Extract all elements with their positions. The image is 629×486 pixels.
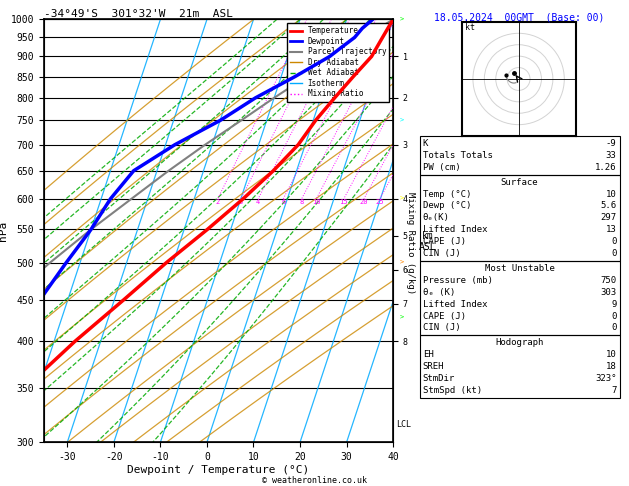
- Text: >: >: [399, 118, 404, 123]
- Text: -9: -9: [606, 139, 616, 148]
- Text: 10: 10: [312, 199, 321, 205]
- Text: >: >: [399, 314, 404, 320]
- Text: 33: 33: [606, 151, 616, 160]
- Text: Pressure (mb): Pressure (mb): [423, 276, 493, 285]
- Text: PW (cm): PW (cm): [423, 163, 460, 172]
- Text: Hodograph: Hodograph: [496, 338, 543, 347]
- Text: 297: 297: [600, 213, 616, 223]
- Text: 10: 10: [606, 190, 616, 199]
- Text: θₑ (K): θₑ (K): [423, 288, 455, 297]
- Text: >: >: [399, 260, 404, 266]
- Text: 15: 15: [340, 199, 348, 205]
- Text: 13: 13: [606, 225, 616, 234]
- Text: 6: 6: [281, 199, 286, 205]
- Text: Dewp (°C): Dewp (°C): [423, 201, 471, 210]
- Text: 18: 18: [606, 362, 616, 371]
- Y-axis label: km
ASL: km ASL: [418, 231, 436, 252]
- Text: 303: 303: [600, 288, 616, 297]
- Text: -34°49'S  301°32'W  21m  ASL: -34°49'S 301°32'W 21m ASL: [44, 9, 233, 18]
- Text: 10: 10: [606, 350, 616, 359]
- Text: 3: 3: [239, 199, 243, 205]
- Text: 4: 4: [256, 199, 260, 205]
- Text: 2: 2: [216, 199, 220, 205]
- Text: StmDir: StmDir: [423, 374, 455, 383]
- Text: kt: kt: [465, 23, 475, 32]
- Text: 18.05.2024  00GMT  (Base: 00): 18.05.2024 00GMT (Base: 00): [434, 12, 604, 22]
- Text: EH: EH: [423, 350, 433, 359]
- Text: θₑ(K): θₑ(K): [423, 213, 450, 223]
- Text: K: K: [423, 139, 428, 148]
- Text: 0: 0: [611, 249, 616, 258]
- Text: CAPE (J): CAPE (J): [423, 237, 465, 246]
- Text: 323°: 323°: [595, 374, 616, 383]
- X-axis label: Dewpoint / Temperature (°C): Dewpoint / Temperature (°C): [128, 465, 309, 475]
- Text: Mixing Ratio (g/kg): Mixing Ratio (g/kg): [406, 192, 415, 294]
- Text: 1.26: 1.26: [595, 163, 616, 172]
- Text: CAPE (J): CAPE (J): [423, 312, 465, 321]
- Text: 9: 9: [611, 299, 616, 309]
- Text: LCL: LCL: [397, 420, 411, 429]
- Text: CIN (J): CIN (J): [423, 323, 460, 332]
- Text: Most Unstable: Most Unstable: [484, 264, 555, 273]
- Text: 0: 0: [611, 323, 616, 332]
- Text: 750: 750: [600, 276, 616, 285]
- Legend: Temperature, Dewpoint, Parcel Trajectory, Dry Adiabat, Wet Adiabat, Isotherm, Mi: Temperature, Dewpoint, Parcel Trajectory…: [287, 23, 389, 102]
- Text: 0: 0: [611, 237, 616, 246]
- Text: >: >: [399, 17, 404, 22]
- Text: 5.6: 5.6: [600, 201, 616, 210]
- Text: Temp (°C): Temp (°C): [423, 190, 471, 199]
- Text: StmSpd (kt): StmSpd (kt): [423, 386, 482, 395]
- Text: Surface: Surface: [501, 177, 538, 187]
- Text: 7: 7: [611, 386, 616, 395]
- Text: 25: 25: [376, 199, 384, 205]
- Text: 20: 20: [360, 199, 368, 205]
- Text: CIN (J): CIN (J): [423, 249, 460, 258]
- Y-axis label: hPa: hPa: [0, 221, 8, 241]
- Text: 0: 0: [611, 312, 616, 321]
- Text: 8: 8: [299, 199, 304, 205]
- Text: Lifted Index: Lifted Index: [423, 225, 487, 234]
- Text: © weatheronline.co.uk: © weatheronline.co.uk: [262, 476, 367, 485]
- Text: Totals Totals: Totals Totals: [423, 151, 493, 160]
- Text: SREH: SREH: [423, 362, 444, 371]
- Text: >: >: [399, 196, 404, 202]
- Text: Lifted Index: Lifted Index: [423, 299, 487, 309]
